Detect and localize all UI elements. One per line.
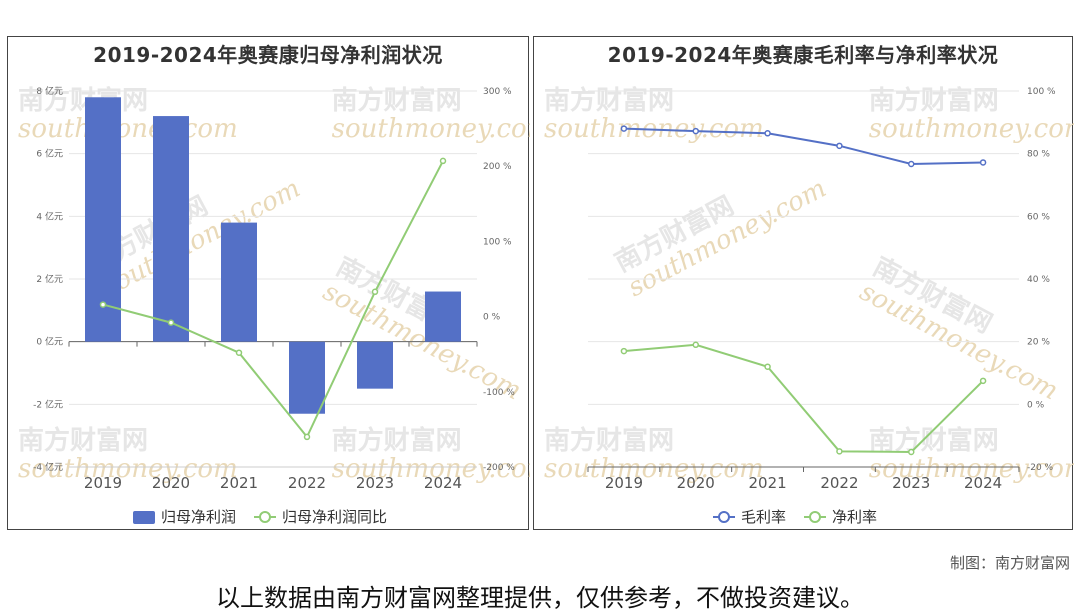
- y-tick-label-left: 8 亿元: [36, 85, 63, 97]
- bar-2020: [153, 116, 189, 342]
- y-tick-label-right: 60 %: [1027, 212, 1050, 222]
- chart-credit: 制图：南方财富网: [949, 554, 1070, 572]
- watermark-cn: 南方财富网: [869, 85, 999, 116]
- watermark-cn: 南方财富网: [544, 85, 674, 116]
- chart-panel-net-profit: 南方财富网 southmoney.com 南方财富网 southmoney.com 南方…: [7, 36, 530, 530]
- point-net-2024: [979, 377, 987, 385]
- bar-2019: [85, 97, 121, 342]
- watermark-cn: 南方财富网: [18, 85, 148, 116]
- point-yoy-2022: [303, 433, 311, 441]
- x-tick-label: 2024: [964, 474, 1002, 492]
- x-tick-label: 2019: [605, 474, 643, 492]
- net-profit-chart: 南方财富网southmoney.com南方财富网southmoney.com南方…: [18, 85, 530, 526]
- disclaimer-footnote: 以上数据由南方财富网整理提供，仅供参考，不做投资建议。: [216, 584, 864, 612]
- point-gross-2021: [764, 130, 771, 137]
- point-yoy-2023: [371, 288, 379, 296]
- y-tick-label-right: 100 %: [1027, 87, 1056, 97]
- point-gross-2020: [692, 127, 699, 135]
- point-yoy-2020: [167, 319, 175, 326]
- x-tick-label: 2024: [424, 474, 462, 492]
- watermark-cn: 南方财富网: [18, 425, 148, 456]
- point-net-2021: [764, 363, 771, 370]
- watermark-cn: 南方财富网: [544, 425, 674, 456]
- y-tick-label-right: 0 %: [483, 313, 501, 323]
- x-tick-label: 2023: [356, 474, 394, 492]
- point-net-2019: [620, 347, 628, 355]
- y-tick-label-right: 20 %: [1027, 338, 1050, 348]
- legend-label: 净利率: [832, 508, 877, 526]
- watermark-cn: 南方财富网: [332, 85, 462, 116]
- point-gross-2019: [620, 125, 628, 132]
- y-tick-label-right: 200 %: [483, 162, 512, 172]
- y-tick-label-left: -2 亿元: [33, 398, 63, 410]
- x-tick-label: 2021: [220, 474, 258, 492]
- y-tick-label-left: -4 亿元: [33, 461, 63, 473]
- bar-2023: [357, 341, 393, 389]
- watermark-en: southmoney.com: [869, 454, 1074, 484]
- legend-swatch-marker: [718, 511, 730, 523]
- watermark-cn: 南方财富网: [332, 425, 462, 456]
- y-tick-label-right: 80 %: [1027, 150, 1050, 160]
- point-gross-2022: [836, 142, 843, 150]
- y-tick-label-left: 0 亿元: [36, 336, 63, 348]
- y-tick-label-right: 100 %: [483, 237, 512, 247]
- point-net-2020: [692, 341, 699, 349]
- line-series-net-margin: [623, 343, 984, 453]
- y-tick-label-left: 6 亿元: [36, 148, 63, 160]
- legend-label: 归母净利润: [161, 508, 236, 526]
- legend-swatch-bar: [133, 511, 155, 524]
- x-tick-label: 2019: [84, 474, 122, 492]
- chart-panel-margins: 南方财富网 southmoney.com 南方财富网 southmoney.com 南方…: [533, 36, 1074, 530]
- y-tick-label-right: 0 %: [1027, 400, 1045, 410]
- point-yoy-2019: [99, 301, 107, 308]
- watermark-en: southmoney.com: [544, 454, 764, 484]
- point-yoy-2024: [439, 157, 447, 165]
- x-tick-label: 2021: [748, 474, 786, 492]
- point-net-2023: [908, 448, 915, 456]
- y-tick-label-right: 300 %: [483, 87, 512, 97]
- x-tick-label: 2022: [820, 474, 858, 492]
- y-tick-label-left: 4 亿元: [36, 210, 63, 222]
- legend-swatch-marker: [259, 511, 271, 523]
- point-gross-2023: [908, 160, 915, 168]
- line-series-gross-margin: [623, 127, 984, 166]
- bar-2024: [425, 291, 461, 342]
- watermark-en: southmoney.com: [332, 114, 530, 144]
- x-tick-label: 2020: [677, 474, 715, 492]
- y-tick-label-right: -200 %: [483, 463, 515, 473]
- y-tick-label-left: 2 亿元: [36, 273, 63, 285]
- watermark-en: southmoney.com: [18, 454, 238, 484]
- watermark-en: southmoney.com: [869, 114, 1074, 144]
- legend-label: 毛利率: [741, 508, 786, 526]
- point-yoy-2021: [235, 349, 243, 356]
- bar-2021: [221, 222, 257, 342]
- chart-title: 2019-2024年奥赛康毛利率与净利率状况: [607, 43, 999, 67]
- watermark-en: southmoney.com: [18, 114, 238, 144]
- line-series-yoy: [102, 160, 444, 439]
- watermark-en: southmoney.com: [332, 454, 530, 484]
- margin-chart: 南方财富网southmoney.com南方财富网southmoney.com南方…: [544, 85, 1074, 526]
- x-tick-label: 2022: [288, 474, 326, 492]
- chart-title: 2019-2024年奥赛康归母净利润状况: [93, 43, 443, 67]
- x-tick-label: 2020: [152, 474, 190, 492]
- legend-swatch-marker: [809, 511, 821, 523]
- point-net-2022: [836, 448, 843, 455]
- y-tick-label-right: 40 %: [1027, 275, 1050, 285]
- x-tick-label: 2023: [892, 474, 930, 492]
- bar-2022: [289, 341, 325, 414]
- point-gross-2024: [979, 159, 987, 166]
- y-tick-label-right: -100 %: [483, 388, 515, 398]
- legend-label: 归母净利润同比: [282, 508, 387, 526]
- y-tick-label-right: -20 %: [1027, 463, 1054, 473]
